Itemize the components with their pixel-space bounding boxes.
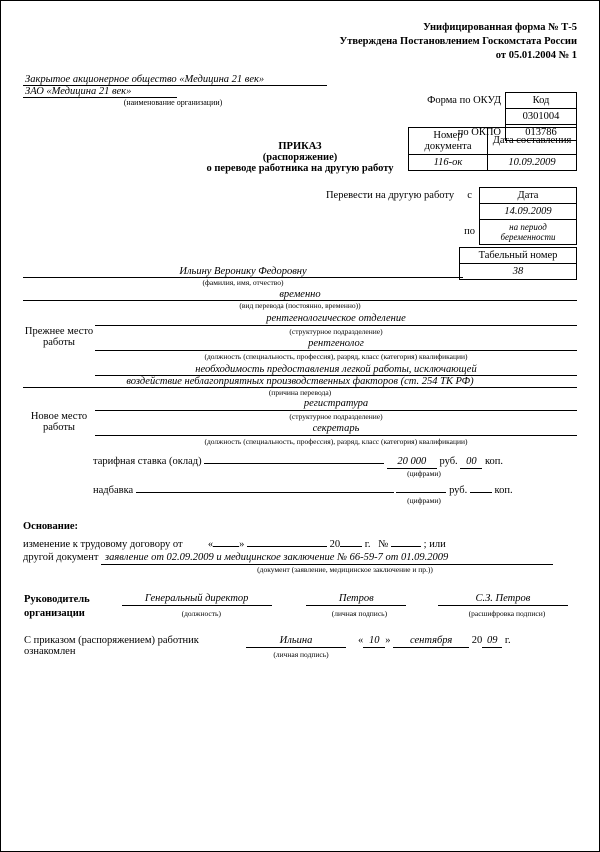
yp: 20 — [330, 539, 341, 550]
kop: коп. — [485, 456, 503, 467]
rub2: руб. — [449, 485, 467, 496]
new-pos: секретарь — [95, 422, 577, 436]
b1: изменение к трудовому договору от — [23, 539, 183, 550]
okud-lbl: Форма по ОКУД — [426, 92, 505, 108]
fio-sub: (фамилия, имя, отчество) — [23, 278, 463, 287]
date-to: на период беременности — [480, 219, 577, 244]
ack-yp: 20 — [472, 635, 483, 646]
transfer-dates-box: Перевести на другую работу с Дата 14.09.… — [320, 187, 577, 245]
rub: руб. — [439, 456, 457, 467]
boss-pos: Генеральный директор — [122, 593, 272, 606]
ack-sig-sub: (личная подпись) — [245, 649, 357, 660]
new-dept-sub: (структурное подразделение) — [95, 410, 577, 422]
old-pos: рентгенолог — [95, 337, 577, 351]
tar-sub: (цифрами) — [399, 469, 449, 478]
new-dept: регистратура — [95, 397, 577, 411]
ack-ys: г. — [505, 635, 511, 646]
new-pos-sub: (должность (специальность, профессия), р… — [95, 435, 577, 447]
docdate-h: Дата составления — [488, 127, 577, 154]
form-header: Унифицированная форма № Т-5 Утверждена П… — [23, 21, 577, 64]
basis-sub: (документ (заявление, медицинское заключ… — [113, 565, 577, 574]
lbl-po: по — [460, 219, 479, 244]
ys: г. — [365, 539, 371, 550]
q2: » — [239, 539, 244, 550]
org-sub: (наименование организации) — [23, 98, 323, 107]
old-pos-sub: (должность (специальность, профессия), р… — [95, 350, 577, 362]
boss-dec: С.З. Петров — [438, 593, 568, 606]
boss-s1: Руководитель — [23, 592, 121, 607]
transfer-type: временно — [23, 289, 577, 301]
ack-m: сентября — [393, 635, 469, 648]
reason-l1: необходимость предоставления легкой рабо… — [95, 364, 577, 376]
old-place-label: Прежнее место работы — [23, 312, 95, 362]
basis-head: Основание: — [23, 521, 577, 532]
tar-lbl: тарифная ставка (оклад) — [93, 456, 202, 467]
tar-kop: 00 — [460, 456, 482, 469]
ack-l1: С приказом (распоряжением) работник — [24, 635, 244, 646]
org-full-row: Закрытое акционерное общество «Медицина … — [23, 74, 333, 86]
no: № — [378, 539, 388, 550]
boss-sig-sub: (личная подпись) — [305, 607, 413, 620]
date-h: Дата — [480, 187, 577, 203]
hdr3: от 05.01.2004 № 1 — [23, 49, 577, 63]
ack-l2: ознакомлен — [24, 646, 244, 657]
basis-doc: заявление от 02.09.2009 и медицинское за… — [101, 552, 553, 565]
ack-d: 10 — [363, 635, 385, 648]
boss-pos-sub: (должность) — [121, 607, 282, 620]
tabno-box: Табельный номер 38 — [459, 247, 577, 280]
org-full: Закрытое акционерное общество «Медицина … — [23, 74, 327, 86]
hdr1: Унифицированная форма № Т-5 — [23, 21, 577, 35]
boss-sig: Петров — [306, 593, 406, 606]
docinfo-box: Номер документа Дата составления 116-ок … — [408, 127, 577, 171]
transfer-lead: Перевести на другую работу — [320, 187, 460, 203]
tabno-h: Табельный номер — [460, 247, 577, 263]
or: ; или — [424, 539, 446, 550]
b2: другой документ — [23, 552, 98, 563]
tabno-v: 38 — [460, 263, 577, 279]
add-sub: (цифрами) — [399, 496, 449, 505]
form-t5: Унифицированная форма № Т-5 Утверждена П… — [0, 0, 600, 852]
ack-block: С приказом (распоряжением) работник озна… — [23, 634, 577, 660]
docnum-h: Номер документа — [409, 127, 488, 154]
new-place-label: Новое место работы — [23, 397, 95, 447]
fio: Ильину Веронику Федоровну — [23, 266, 463, 278]
ack-sig: Ильина — [246, 635, 346, 648]
sign-block: Руководитель Генеральный директор Петров… — [23, 592, 577, 620]
transfer-type-sub: (вид перевода (постоянно, временно)) — [23, 301, 577, 310]
org-short: ЗАО «Медицина 21 век» — [23, 86, 177, 98]
org-short-row: ЗАО «Медицина 21 век» — [23, 86, 333, 98]
kop2: коп. — [495, 485, 513, 496]
docnum: 116-ок — [409, 154, 488, 170]
hdr2: Утверждена Постановлением Госкомстата Ро… — [23, 35, 577, 49]
lbl-s: с — [460, 187, 479, 203]
aq2: » — [385, 635, 390, 646]
docdate: 10.09.2009 — [488, 154, 577, 170]
pay-block: тарифная ставка (оклад) 20 000 руб. 00 к… — [93, 451, 577, 505]
boss-dec-sub: (расшифровка подписи) — [437, 607, 577, 620]
kod-h: Код — [506, 92, 577, 108]
tar-val: 20 000 — [387, 456, 437, 469]
reason-sub: (причина перевода) — [23, 388, 577, 397]
okud: 0301004 — [506, 108, 577, 124]
ack-y: 09 — [482, 635, 502, 648]
date-from: 14.09.2009 — [480, 203, 577, 219]
reason-l2: воздействие неблагоприятных производстве… — [23, 376, 577, 388]
basis-block: Основание: изменение к трудовому договор… — [23, 521, 577, 574]
boss-s2: организации — [23, 607, 121, 620]
old-dept-sub: (структурное подразделение) — [95, 325, 577, 337]
add-lbl: надбавка — [93, 485, 133, 496]
old-dept: рентгенологическое отделение — [95, 312, 577, 326]
